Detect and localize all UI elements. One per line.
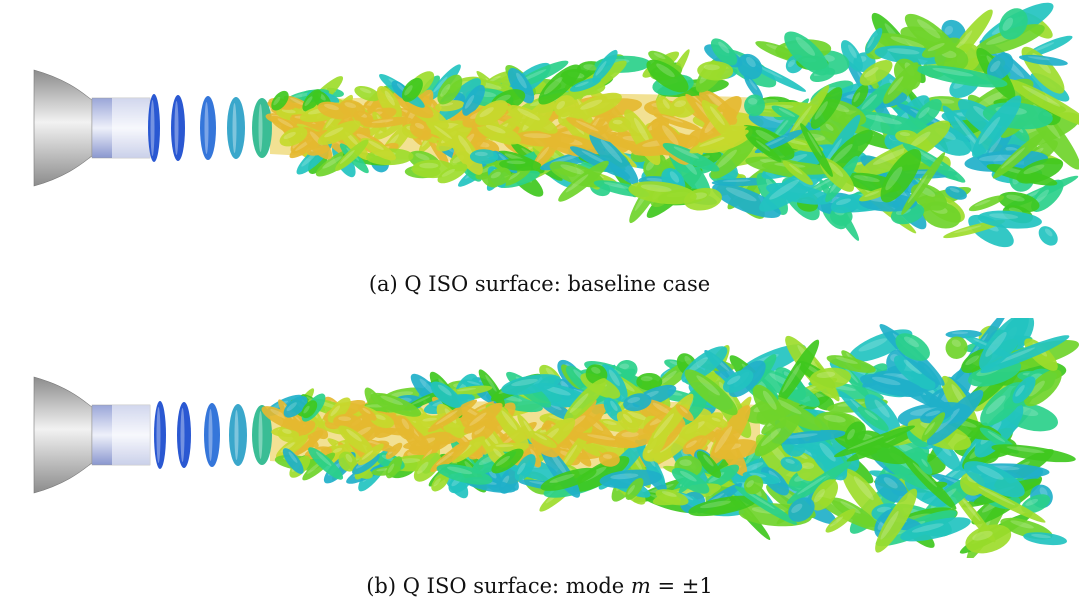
jet-iso-surface-mode: [33, 318, 1079, 558]
caption-prefix: Q ISO surface: mode: [402, 574, 625, 598]
vortex-rings: [148, 94, 272, 162]
figure-a-caption: (a) Q ISO surface: baseline case: [0, 271, 1079, 297]
figure-b-image: [0, 318, 1079, 558]
nozzle: [33, 69, 151, 187]
caption-suffix: = ±1: [657, 574, 713, 598]
caption-math: m: [630, 574, 651, 598]
jet-iso-surface-baseline: [33, 2, 1079, 248]
figure-a-image: [0, 0, 1079, 250]
vortex-structures: [265, 2, 1079, 248]
caption-label: (b): [366, 574, 397, 598]
vortex-structures: [261, 318, 1079, 558]
vortex-rings: [154, 401, 272, 469]
caption-text: Q ISO surface: baseline case: [404, 272, 711, 296]
figure-b-caption: (b) Q ISO surface: mode m = ±1: [0, 573, 1079, 599]
caption-label: (a): [368, 272, 398, 296]
nozzle: [33, 376, 151, 494]
